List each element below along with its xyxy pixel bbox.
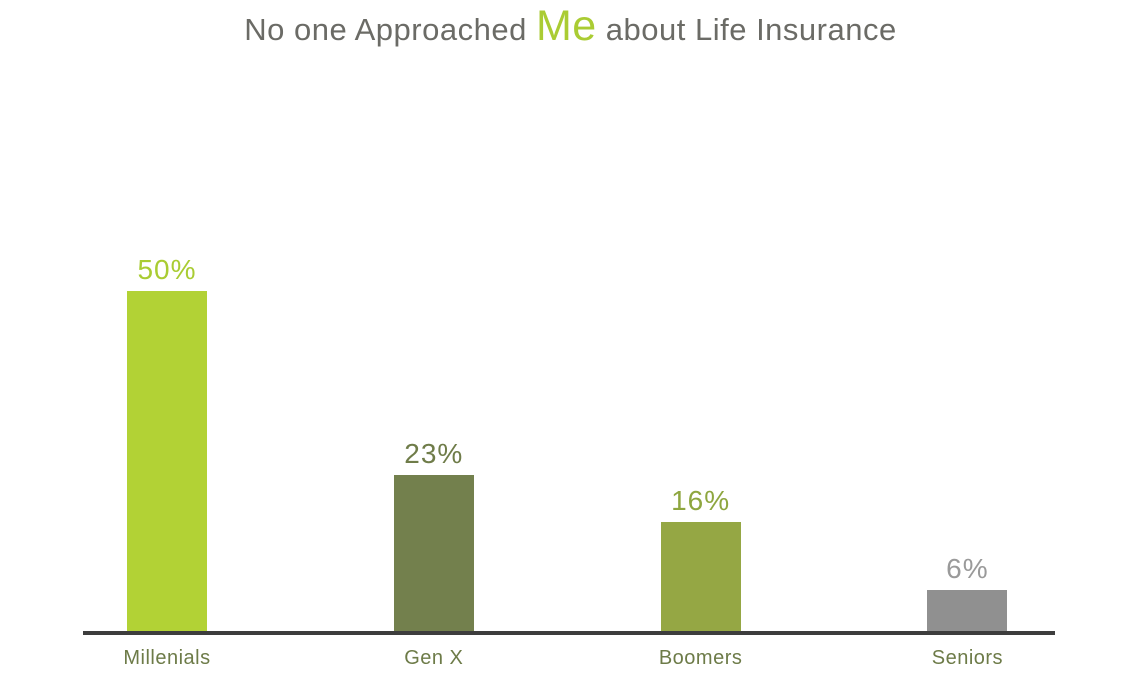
bar-group: 16% bbox=[641, 487, 761, 631]
bar-group: 6% bbox=[907, 555, 1027, 631]
bar bbox=[393, 475, 474, 631]
chart-title: No one Approached Me about Life Insuranc… bbox=[0, 2, 1141, 54]
bar-value-label: 6% bbox=[946, 553, 989, 584]
bar bbox=[127, 291, 207, 631]
category-label: Gen X bbox=[404, 647, 464, 669]
bar-group: 23% bbox=[374, 440, 494, 631]
x-axis-line bbox=[83, 631, 1055, 635]
bar bbox=[660, 522, 741, 631]
chart-title-suffix: about Life Insurance bbox=[596, 12, 897, 47]
bar-group: 50% bbox=[107, 256, 227, 631]
bar bbox=[927, 590, 1008, 631]
chart-title-prefix: No one Approached bbox=[244, 12, 536, 47]
category-label: Millenials bbox=[123, 647, 211, 669]
bar-value-label: 16% bbox=[671, 485, 731, 516]
bar-value-label: 23% bbox=[404, 438, 464, 469]
bar-value-label: 50% bbox=[137, 254, 197, 285]
chart-title-highlight: Me bbox=[535, 2, 597, 50]
category-label: Seniors bbox=[931, 647, 1004, 669]
category-label: Boomers bbox=[658, 647, 743, 669]
